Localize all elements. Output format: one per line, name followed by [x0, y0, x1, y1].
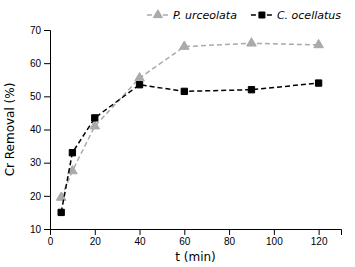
tick-label: 100: [266, 236, 283, 247]
tick: 40: [134, 229, 146, 247]
legend-symbol: [153, 10, 162, 18]
y-axis: 10 20 30 40 50 60 70: [30, 25, 51, 235]
point: [180, 41, 190, 49]
tick-mark: [95, 229, 96, 235]
tick: 70: [30, 25, 50, 36]
tick-label: 40: [134, 236, 146, 247]
legend-item: C. ocellatus: [251, 9, 341, 22]
tick-label: 70: [30, 25, 42, 36]
point: [247, 38, 257, 46]
point: [181, 88, 187, 94]
legend-label: C. ocellatus: [277, 9, 341, 22]
tick: 20: [90, 229, 102, 247]
axis-line: [51, 230, 342, 236]
point: [136, 82, 142, 88]
tick: 50: [30, 91, 50, 102]
tick-label: 120: [311, 236, 328, 247]
tick: 10: [30, 224, 50, 235]
tick-label: 20: [30, 191, 42, 202]
tick-label: 40: [30, 124, 42, 135]
tick-label: 0: [48, 236, 54, 247]
point: [92, 115, 98, 121]
marks: [56, 38, 323, 216]
tick: 80: [224, 229, 236, 247]
tick-mark: [44, 196, 50, 197]
chart: 0 20 40 60 80 100 120 10 20 30 40 50 60 70 t (min) Cr R…: [0, 0, 355, 267]
legend: P. urceolata C. ocellatus: [147, 9, 341, 22]
plot: 0 20 40 60 80 100 120 10 20 30 40 50 60 70: [30, 25, 342, 247]
tick-label: 20: [90, 236, 102, 247]
tick: 60: [179, 229, 191, 247]
tick-label: 30: [30, 157, 42, 168]
tick-mark: [184, 229, 185, 235]
axis-line: [44, 31, 51, 230]
tick-mark: [44, 63, 50, 64]
series-line: [61, 43, 318, 197]
tick: 100: [266, 229, 283, 247]
point: [248, 87, 254, 93]
legend-symbol: [259, 12, 265, 18]
tick: 20: [30, 191, 50, 202]
legend-label: P. urceolata: [173, 9, 237, 22]
point: [58, 209, 64, 215]
tick: 60: [30, 58, 50, 69]
point: [135, 73, 145, 81]
y-axis-title: Cr Removal (%): [3, 83, 17, 177]
tick-label: 80: [224, 236, 236, 247]
tick: 30: [30, 157, 50, 168]
x-axis: 0 20 40 60 80 100 120: [48, 229, 342, 247]
tick-mark: [274, 229, 275, 235]
tick-mark: [319, 229, 320, 235]
tick-mark: [44, 30, 50, 31]
series-line: [61, 83, 318, 212]
tick-label: 60: [30, 58, 42, 69]
tick-label: 10: [30, 224, 42, 235]
x-axis-title: t (min): [175, 250, 216, 264]
point: [314, 39, 324, 47]
tick-mark: [44, 130, 50, 131]
tick-mark: [44, 163, 50, 164]
tick-mark: [44, 229, 50, 230]
point: [69, 150, 75, 156]
tick: 40: [30, 124, 50, 135]
tick: 0: [48, 229, 54, 247]
tick-mark: [44, 96, 50, 97]
tick: 120: [311, 229, 328, 247]
tick-label: 50: [30, 91, 42, 102]
tick-mark: [140, 229, 141, 235]
tick-label: 60: [179, 236, 191, 247]
tick-mark: [229, 229, 230, 235]
point: [315, 80, 321, 86]
legend-item: P. urceolata: [147, 9, 237, 22]
